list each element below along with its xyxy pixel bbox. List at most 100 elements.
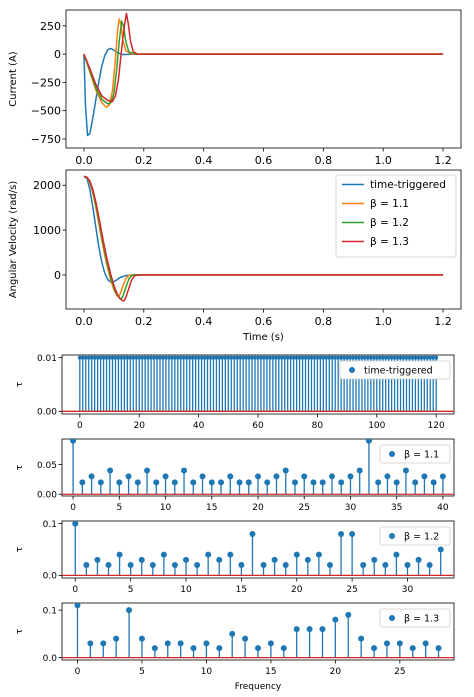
x-tick-label: 15 <box>236 585 247 595</box>
stem-marker <box>218 479 225 486</box>
stem-marker <box>389 355 394 360</box>
stem-marker <box>439 473 446 480</box>
stem-marker <box>419 355 424 360</box>
chart-tau_time_triggered: 0 20 40 60 80 100 120 0.01 0.00 τ time-triggered <box>15 354 455 431</box>
y-axis-label: τ <box>15 629 25 634</box>
stem-marker <box>393 479 400 486</box>
stem-marker <box>383 355 388 360</box>
stem-marker <box>177 640 184 647</box>
stem-marker <box>332 616 339 623</box>
stem-marker <box>89 355 94 360</box>
stem-marker <box>416 355 421 360</box>
stem-marker <box>359 355 364 360</box>
stem-marker <box>194 562 201 569</box>
stem-marker <box>72 521 79 527</box>
stem-marker <box>245 479 252 486</box>
y-tick-label: 0.05 <box>37 461 57 471</box>
stem-marker <box>166 355 171 360</box>
stem-marker <box>386 355 391 360</box>
y-axis-label: Current (A) <box>8 51 19 106</box>
stem-marker <box>134 355 139 360</box>
x-tick-label: 0 <box>77 421 83 431</box>
stem-marker <box>356 355 361 360</box>
stem-marker <box>288 355 293 360</box>
x-tick-label: 5 <box>128 585 134 595</box>
stem-marker <box>208 479 215 486</box>
stem-marker <box>247 355 252 360</box>
series-line <box>83 175 444 302</box>
chart-velocity: 0.0 0.2 0.4 0.6 0.8 1.0 1.2 2000 1000 0 Angular Ve… <box>8 169 462 343</box>
stem-marker <box>273 355 278 360</box>
stem-marker <box>348 355 353 360</box>
stem-marker <box>383 640 390 647</box>
stem-marker <box>338 530 345 537</box>
stem-marker <box>128 355 133 360</box>
series-line <box>83 175 444 283</box>
stem-marker <box>205 551 212 558</box>
y-tick-label: 2000 <box>33 179 61 192</box>
x-tick-label: 40 <box>193 421 205 431</box>
stem-marker <box>279 355 284 360</box>
stem-marker <box>238 355 243 360</box>
stem-marker <box>293 551 300 558</box>
stem-marker <box>131 355 136 360</box>
x-tick-label: 25 <box>298 503 309 513</box>
stem-marker <box>253 355 258 360</box>
stem-marker <box>203 640 210 647</box>
stem-marker <box>74 603 81 609</box>
y-axis-label: τ <box>15 382 25 387</box>
legend-frame <box>379 608 451 628</box>
stem-marker <box>155 355 160 360</box>
stem-marker <box>175 355 180 360</box>
stem-marker <box>94 556 101 563</box>
stem-marker <box>371 556 378 563</box>
stem-marker <box>324 355 329 360</box>
stem-marker <box>158 355 162 360</box>
x-axis-label: Time (s) <box>242 332 284 343</box>
stem-marker <box>365 439 372 444</box>
x-tick-label: 0.2 <box>135 154 153 167</box>
stem-marker <box>183 556 190 563</box>
x-tick-label: 15 <box>265 667 276 677</box>
stem-marker <box>77 355 82 360</box>
stem-marker <box>260 562 267 569</box>
x-tick-label: 5 <box>139 667 145 677</box>
stem-marker <box>301 473 308 480</box>
stem-marker <box>181 355 186 360</box>
stem-marker <box>318 355 323 360</box>
stem-marker <box>227 473 234 480</box>
stem-marker <box>190 479 197 486</box>
series-line <box>83 20 444 105</box>
stem-marker <box>276 355 281 360</box>
stem-marker <box>151 645 158 652</box>
stem-marker <box>368 355 373 360</box>
stem-marker <box>336 355 341 360</box>
x-tick-label: 10 <box>160 503 172 513</box>
stem-marker <box>306 355 311 360</box>
stem-marker <box>282 562 289 569</box>
stem-marker <box>431 355 436 360</box>
x-tick-label: 1.0 <box>374 154 392 167</box>
stem-marker <box>205 355 210 360</box>
legend-frame <box>335 174 457 258</box>
y-tick-label: 0.00 <box>37 490 57 500</box>
stem-marker <box>398 355 403 360</box>
stem-marker <box>430 479 437 486</box>
stem-marker <box>404 355 409 360</box>
x-tick-label: 20 <box>252 503 264 513</box>
stem-marker <box>422 640 429 647</box>
stem-marker <box>327 355 332 360</box>
stem-marker <box>396 640 403 647</box>
stem-marker <box>395 355 400 360</box>
stem-marker <box>162 473 169 480</box>
plot-marks <box>62 355 454 412</box>
stem-marker <box>127 562 134 569</box>
chart-tau_beta_1_3: 0 5 10 15 20 25 0.1 0.0 τ Frequency β = 1.3 <box>15 602 455 692</box>
stem-marker <box>119 355 124 360</box>
x-tick-label: 0 <box>70 503 76 513</box>
stem-marker <box>190 645 197 652</box>
x-tick-label: 100 <box>368 421 385 431</box>
stem-marker <box>241 355 246 360</box>
x-tick-label: 0.4 <box>195 154 213 167</box>
